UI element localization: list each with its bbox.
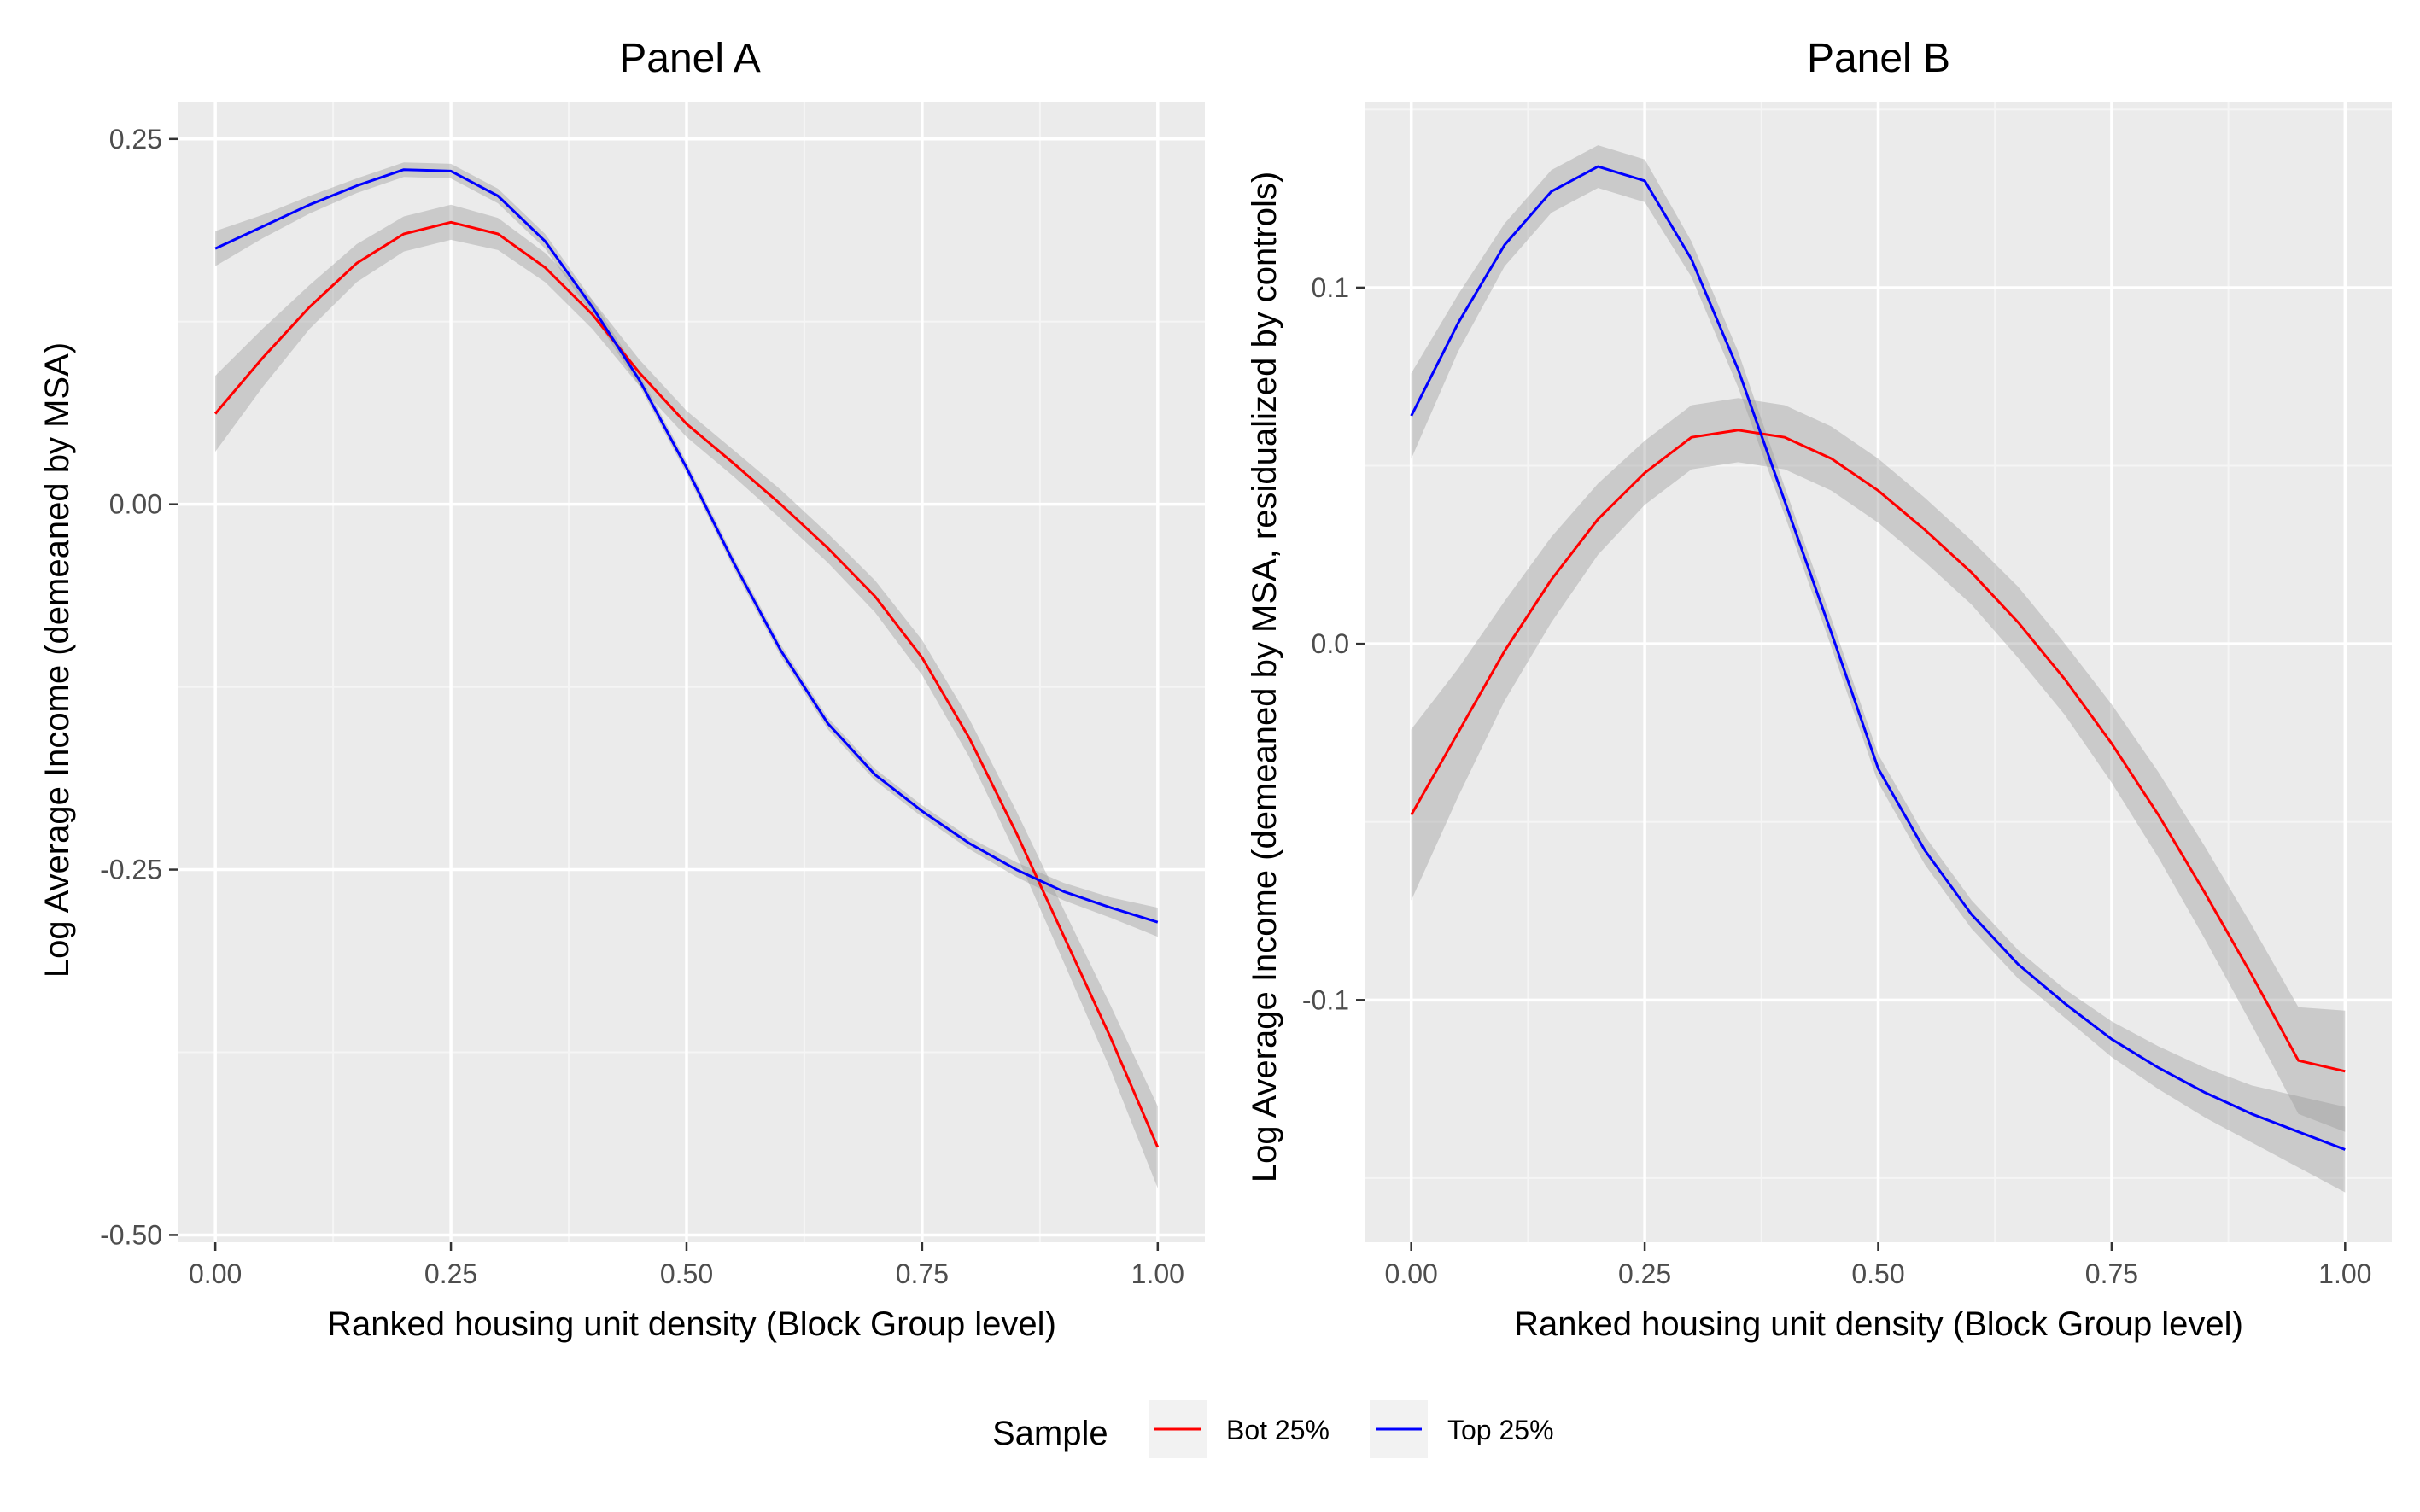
- panel-b-y-tick-label: 0.1: [1312, 272, 1349, 303]
- panel-a-y-axis-title: Log Average Income (demeaned by MSA): [38, 342, 76, 978]
- panel-b-axis-ticks: [1356, 286, 2347, 1251]
- panel-a-major-gridlines: [178, 102, 1205, 1242]
- panel-b-x-tick-label: 0.75: [2085, 1258, 2138, 1289]
- panel-a-title: Panel A: [619, 36, 760, 81]
- panel-b-confidence-bands: [1411, 145, 2346, 1193]
- panel-a-band-bot-25: [215, 204, 1158, 1188]
- panel-a-line-top-25: [214, 168, 1159, 924]
- panel-b-line-top-25: [1410, 165, 2346, 1151]
- panel-b-band-top-25: [1411, 145, 2346, 1193]
- panel-a-confidence-bands: [215, 162, 1158, 1188]
- panel-a-y-tick-labels: -0.50 -0.25 0.00 0.25: [100, 124, 162, 1251]
- panel-b-x-axis-title: Ranked housing unit density (Block Group…: [1514, 1305, 2243, 1343]
- panel-b-y-tick-labels: -0.1 0.0 0.1: [1302, 272, 1349, 1015]
- panel-b-x-tick-labels: 0.00 0.25 0.50 0.75 1.00: [1385, 1258, 2372, 1289]
- panel-b-y-axis-title: Log Average Income (demeaned by MSA, res…: [1246, 172, 1283, 1182]
- legend: Sample Bot 25% Top 25%: [992, 1400, 1554, 1458]
- legend-label-top-25: Top 25%: [1447, 1415, 1554, 1445]
- legend-entry-bot-25: Bot 25%: [1149, 1400, 1330, 1458]
- panel-b-major-gridlines: [1365, 102, 2392, 1242]
- panel-a-x-tick-label: 0.75: [896, 1258, 949, 1289]
- panel-b: 0.00 0.25 0.50 0.75 1.00 -0.10.00.1 Panel B …: [1246, 36, 2392, 1343]
- panel-a-y-tick-label: 0.25: [109, 124, 162, 155]
- panel-b-x-tick-label: 0.50: [1851, 1258, 1904, 1289]
- panel-b-series-lines: [1410, 165, 2346, 1151]
- legend-title: Sample: [992, 1415, 1108, 1452]
- panel-b-title: Panel B: [1807, 36, 1950, 81]
- panel-a-line-bot-25: [213, 220, 1160, 1148]
- panel-a-series-lines: [213, 168, 1160, 1148]
- panel-a-x-tick-label: 0.00: [189, 1258, 242, 1289]
- panel-a-y-tick-label: -0.25: [100, 855, 162, 885]
- panel-b-x-tick-label: 1.00: [2318, 1258, 2371, 1289]
- legend-entry-top-25: Top 25%: [1370, 1400, 1554, 1458]
- panel-b-x-tick-label: 0.00: [1385, 1258, 1438, 1289]
- panel-a: 0.00 0.25 0.50 0.75 1.00 -0.50-0.250.000.25 …: [38, 36, 1205, 1343]
- panel-b-y-tick-label: 0.0: [1312, 628, 1349, 659]
- panel-a-x-tick-label: 0.50: [660, 1258, 713, 1289]
- panel-a-x-tick-label: 1.00: [1131, 1258, 1184, 1289]
- panel-a-x-axis-title: Ranked housing unit density (Block Group…: [327, 1305, 1056, 1343]
- panel-a-x-tick-labels: 0.00 0.25 0.50 0.75 1.00: [189, 1258, 1184, 1289]
- panel-a-axis-ticks: [169, 137, 1160, 1251]
- legend-label-bot-25: Bot 25%: [1226, 1415, 1330, 1445]
- panel-b-y-tick-label: -0.1: [1302, 984, 1349, 1015]
- panel-a-y-tick-label: -0.50: [100, 1219, 162, 1250]
- panel-b-line-bot-25: [1410, 429, 2346, 1073]
- panel-b-x-tick-label: 0.25: [1618, 1258, 1671, 1289]
- panel-a-x-tick-label: 0.25: [424, 1258, 477, 1289]
- panel-a-y-tick-label: 0.00: [109, 489, 162, 520]
- panel-a-minor-gridlines: [178, 102, 1205, 1242]
